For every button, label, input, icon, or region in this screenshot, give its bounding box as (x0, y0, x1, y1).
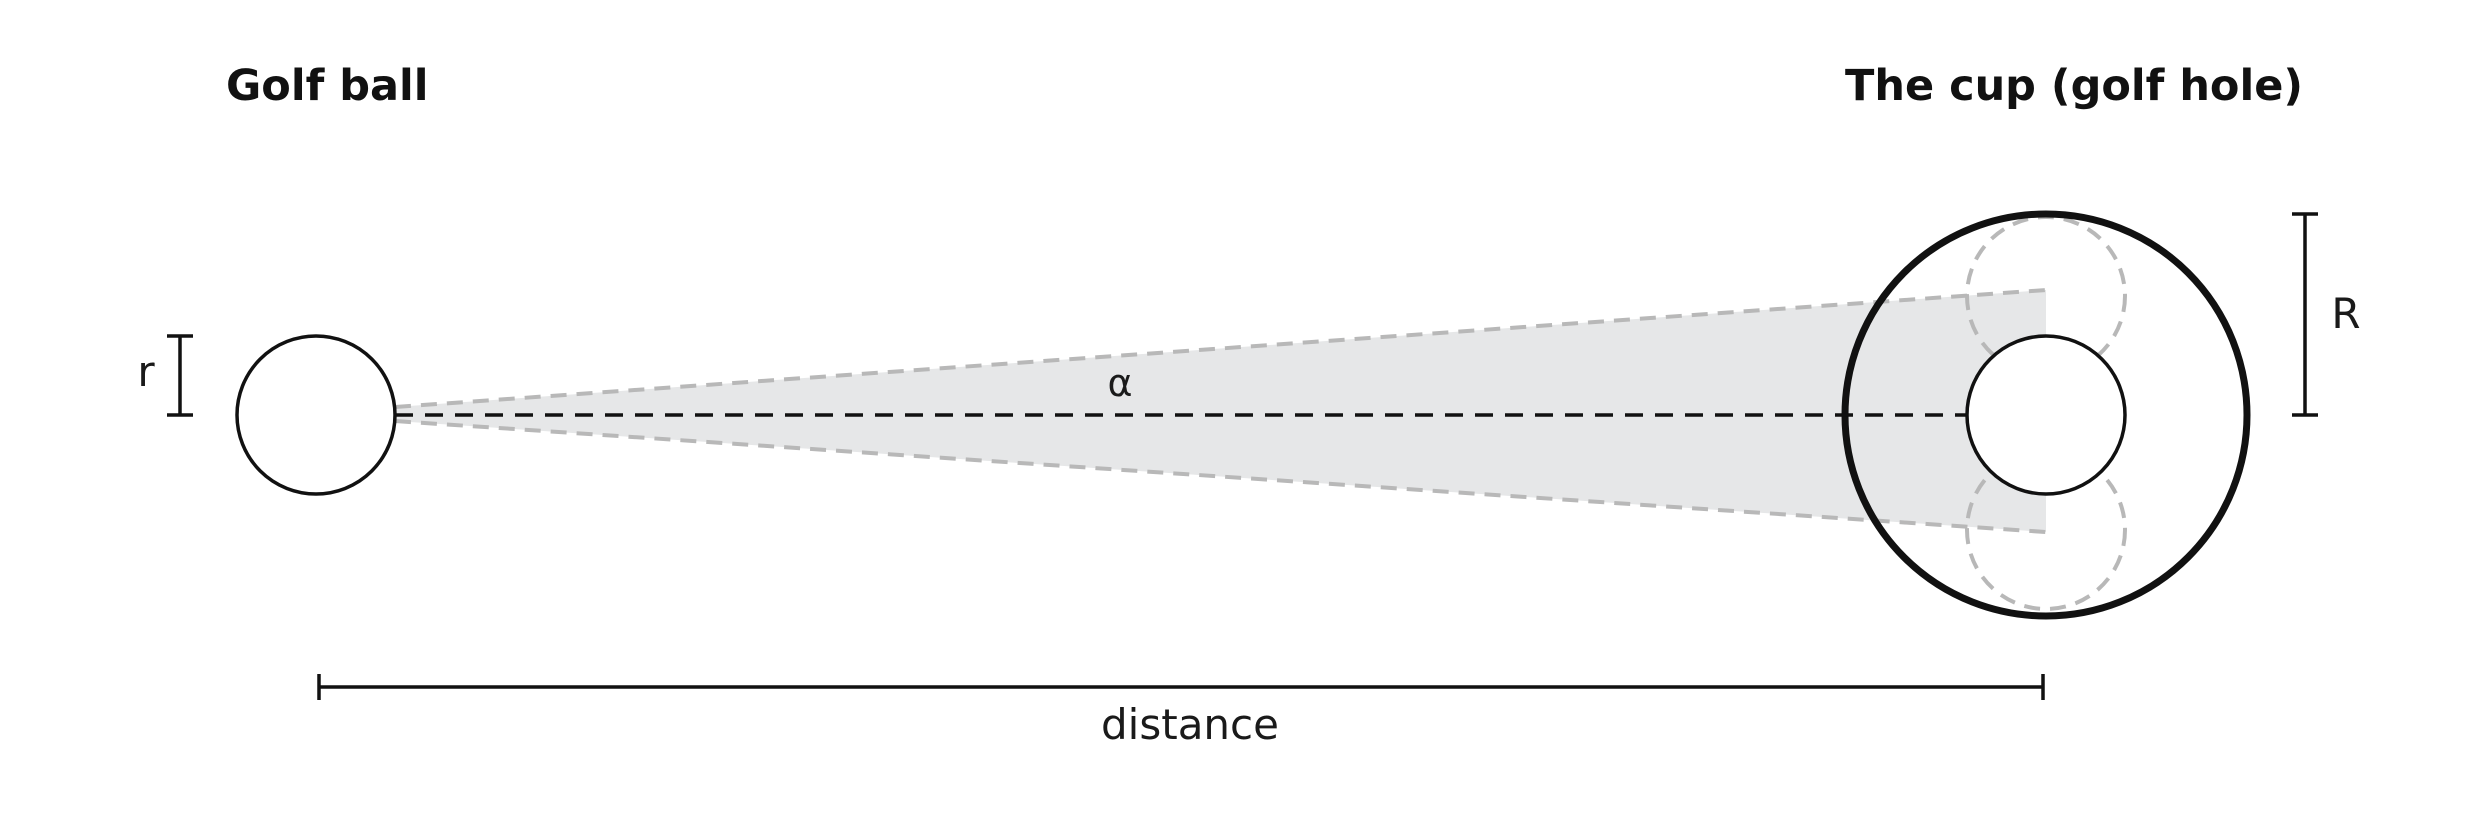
distance-bracket (317, 674, 2045, 700)
ball-in-cup (1965, 334, 2127, 496)
cone-upper-edge (394, 288, 2047, 409)
angle-label: α (1107, 361, 1132, 405)
cone-lower-edge (394, 419, 2047, 534)
golf-ball (235, 334, 397, 496)
ball-radius-bracket (167, 334, 193, 417)
ball-radius-label: r (137, 347, 155, 396)
trajectory-cone (395, 290, 2046, 532)
cup-radius-bracket (2292, 212, 2318, 417)
cup-radius-label: R (2331, 289, 2360, 338)
distance-label: distance (1101, 700, 1279, 749)
cup-title: The cup (golf hole) (1845, 61, 2303, 111)
golf-ball-title: Golf ball (226, 61, 429, 111)
